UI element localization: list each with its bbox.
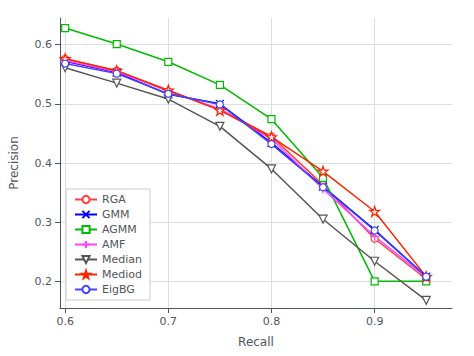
svg-text:0.3: 0.3 [35,216,53,229]
svg-text:AMF: AMF [102,238,125,251]
svg-text:0.7: 0.7 [160,315,178,328]
svg-text:0.6: 0.6 [56,315,74,328]
svg-text:EigBG: EigBG [102,283,135,296]
svg-text:0.2: 0.2 [35,275,53,288]
svg-text:0.9: 0.9 [366,315,384,328]
svg-text:RGA: RGA [102,193,126,206]
svg-text:Mediod: Mediod [102,268,142,281]
svg-text:Precision: Precision [7,136,21,190]
svg-text:0.5: 0.5 [35,97,53,110]
svg-text:AGMM: AGMM [102,223,137,236]
svg-text:0.8: 0.8 [263,315,281,328]
svg-text:Median: Median [102,253,142,266]
svg-text:GMM: GMM [102,208,130,221]
svg-text:Recall: Recall [238,335,274,349]
svg-text:0.6: 0.6 [35,38,53,51]
svg-text:0.4: 0.4 [35,157,53,170]
